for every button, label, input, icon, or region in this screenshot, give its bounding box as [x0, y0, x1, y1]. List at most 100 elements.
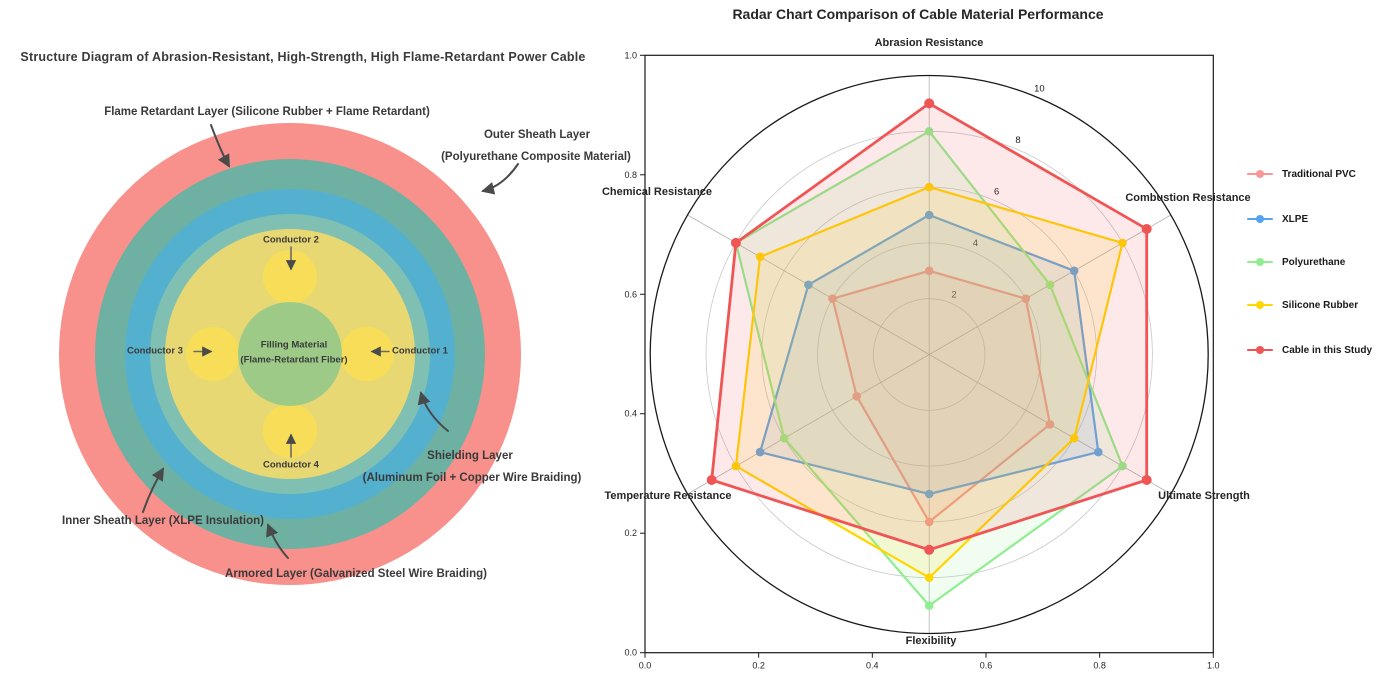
filling-material-circle	[238, 302, 342, 406]
radar-chart-title: Radar Chart Comparison of Cable Material…	[732, 6, 1104, 22]
legend-line-swatch	[1247, 258, 1273, 266]
axis-label-combustion-resistance: Combustion Resistance	[1125, 192, 1251, 204]
legend-item-xlpe: XLPE	[1247, 211, 1308, 227]
radar-series	[706, 98, 1152, 610]
axis-label-temperature-resistance: Temperature Resistance	[604, 490, 732, 502]
series-marker-polyurethane	[924, 601, 934, 610]
series-marker-polyurethane	[924, 127, 934, 136]
series-marker-xlpe	[924, 489, 934, 499]
radial-tick-label-10: 10	[1034, 83, 1045, 94]
y-tick-label: 0.4	[624, 409, 637, 419]
legend-line-swatch	[1247, 170, 1273, 178]
outer-sheath-label-line2: (Polyurethane Composite Material)	[441, 151, 631, 163]
legend-item-polyurethane: Polyurethane	[1247, 254, 1345, 270]
axis-label-chemical-resistance: Chemical Resistance	[601, 186, 713, 198]
x-tick-label: 0.4	[866, 661, 879, 671]
callout-arrows	[142, 124, 519, 559]
series-marker-polyurethane	[779, 433, 789, 443]
axis-label-flexibility: Flexibility	[905, 635, 957, 647]
series-marker-cable-in-this-study	[924, 544, 935, 555]
x-tick-label: 0.6	[980, 661, 993, 671]
series-marker-silicone-rubber	[755, 252, 765, 262]
armored-label: Armored Layer (Galvanized Steel Wire Bra…	[225, 568, 487, 580]
shielding-arrow	[417, 391, 449, 432]
series-marker-traditional-pvc	[1045, 420, 1055, 429]
legend-item-traditional-pvc: Traditional PVC	[1247, 166, 1356, 182]
series-marker-cable-in-this-study	[706, 475, 717, 485]
outer-sheath-label-line1: Outer Sheath Layer	[483, 129, 591, 141]
legend-marker-dot	[1256, 170, 1264, 178]
series-marker-silicone-rubber	[1118, 238, 1127, 248]
flame-retardant-arrow	[210, 124, 230, 168]
filling-material-label-line1: Filling Material	[260, 339, 328, 351]
radial-tick-label-6: 6	[994, 187, 999, 198]
series-marker-silicone-rubber	[1069, 433, 1079, 443]
series-marker-xlpe	[804, 280, 813, 290]
series-marker-silicone-rubber	[924, 573, 934, 582]
x-tick-label: 0.8	[1093, 661, 1106, 671]
radar-outer-circle	[649, 74, 1209, 635]
armored-arrow	[266, 523, 289, 559]
y-tick-label: 1.0	[624, 50, 637, 60]
legend-label: Polyurethane	[1282, 256, 1346, 268]
legend-marker-dot	[1256, 346, 1264, 354]
radial-tick-label-4: 4	[973, 238, 978, 249]
inner-sheath-arrow	[142, 467, 165, 513]
conductor2-label: Conductor 2	[263, 234, 319, 246]
conductor-circle-2	[340, 327, 394, 381]
conductor-circle-3	[263, 404, 317, 458]
legend-line-swatch	[1247, 301, 1273, 309]
radar-spoke	[687, 354, 930, 495]
x-tick-label: 1.0	[1207, 661, 1220, 671]
series-marker-silicone-rubber	[731, 461, 741, 471]
cable-cross-section-diagram	[59, 123, 521, 585]
x-tick-label: 0.0	[639, 661, 652, 671]
series-marker-traditional-pvc	[828, 294, 837, 304]
radial-tick-label-2: 2	[951, 290, 956, 301]
shielding-label-line2: (Aluminum Foil + Copper Wire Braiding)	[362, 472, 582, 484]
series-marker-traditional-pvc	[852, 392, 861, 401]
series-marker-cable-in-this-study	[1141, 224, 1152, 234]
series-marker-traditional-pvc	[1021, 294, 1031, 304]
series-marker-traditional-pvc	[924, 517, 934, 527]
series-marker-silicone-rubber	[924, 182, 934, 192]
x-tick-label: 0.2	[752, 661, 765, 671]
legend-label: XLPE	[1282, 213, 1309, 225]
y-tick-label: 0.0	[624, 648, 637, 658]
conductor3-label: Conductor 3	[127, 345, 183, 357]
y-tick-label: 0.2	[624, 528, 637, 538]
y-tick-label: 0.6	[624, 289, 637, 299]
legend-label: Cable in this Study	[1282, 344, 1373, 356]
legend-line-swatch	[1247, 215, 1273, 223]
legend-marker-dot	[1256, 258, 1264, 266]
conductor4-label: Conductor 4	[263, 459, 319, 471]
cable-diagram-title: Structure Diagram of Abrasion-Resistant,…	[20, 50, 586, 64]
legend-item-silicone-rubber: Silicone Rubber	[1247, 297, 1358, 313]
series-marker-cable-in-this-study	[1141, 475, 1152, 485]
conductor-circle-1	[263, 250, 317, 304]
legend-marker-dot	[1256, 301, 1264, 309]
conductor1-label: Conductor 1	[392, 345, 448, 357]
series-marker-xlpe	[1069, 266, 1079, 276]
inner-sheath-label: Inner Sheath Layer (XLPE Insulation)	[62, 515, 264, 527]
legend-line-swatch	[1247, 346, 1273, 354]
legend-item-cable-in-this-study: Cable in this Study	[1247, 342, 1372, 358]
legend-marker-dot	[1256, 215, 1264, 223]
series-marker-xlpe	[924, 210, 934, 220]
axis-label-abrasion-resistance: Abrasion Resistance	[874, 37, 984, 49]
series-marker-traditional-pvc	[924, 266, 934, 276]
shielding-label-line1: Shielding Layer	[427, 450, 513, 462]
legend-label: Traditional PVC	[1282, 168, 1356, 180]
flame-retardant-label: Flame Retardant Layer (Silicone Rubber +…	[104, 106, 430, 118]
series-marker-cable-in-this-study	[924, 98, 935, 109]
series-marker-xlpe	[755, 447, 765, 457]
y-tick-label: 0.8	[624, 170, 637, 180]
radar-chart: 0.0 0.2 0.4 0.6 0.8 1.0 0.0 0.2 0.4 0.6 0.8 1.0 2 4 6 8…	[624, 50, 1220, 671]
filling-material-label-line2: (Flame-Retardant Fiber)	[240, 354, 348, 366]
series-marker-polyurethane	[1045, 280, 1055, 290]
series-marker-xlpe	[1094, 447, 1103, 457]
series-marker-polyurethane	[1118, 461, 1127, 471]
cable-core	[186, 250, 394, 458]
axis-label-ultimate-strength: Ultimate Strength	[1158, 490, 1250, 502]
